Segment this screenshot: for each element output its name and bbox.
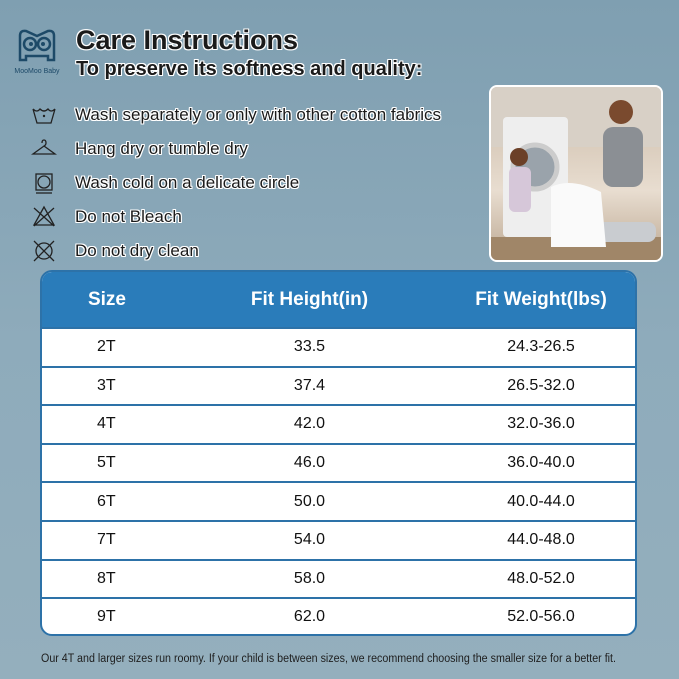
cell-weight: 44.0-48.0: [507, 531, 575, 549]
owl-logo-icon: [18, 29, 56, 62]
cell-size: 8T: [97, 569, 116, 587]
header-height: Fit Height(in): [250, 288, 369, 310]
care-item: Wash cold on a delicate circle: [30, 171, 299, 195]
cell-weight: 40.0-44.0: [507, 492, 575, 510]
table-header: Size Fit Height(in) Fit Weight(lbs): [42, 272, 635, 327]
no-bleach-icon: [32, 205, 56, 227]
care-item: Hang dry or tumble dry: [30, 137, 248, 161]
table-row: 5T 46.0 36.0-40.0: [42, 442, 635, 482]
cell-weight: 26.5-32.0: [507, 376, 575, 394]
table-row: 3T 37.4 26.5-32.0: [42, 365, 635, 405]
care-text: Do not dry clean: [75, 241, 199, 260]
table-row: 8T 58.0 48.0-52.0: [42, 558, 635, 598]
brand-logo: MooMoo Baby: [8, 28, 66, 75]
table-row: 7T 54.0 44.0-48.0: [42, 519, 635, 559]
cell-size: 2T: [97, 338, 116, 356]
table-row: 9T 62.0 52.0-56.0: [42, 597, 635, 634]
tumble-dry-icon: [35, 173, 53, 194]
mother-child-laundry-image: [491, 87, 661, 260]
cell-height: 62.0: [293, 608, 326, 626]
cell-height: 33.5: [293, 338, 326, 356]
cell-weight: 36.0-40.0: [507, 454, 575, 472]
table-row: 2T 33.5 24.3-26.5: [42, 327, 635, 366]
header-weight: Fit Weight(lbs): [475, 288, 607, 310]
page-title: Care Instructions: [76, 25, 299, 55]
cell-weight: 32.0-36.0: [507, 415, 575, 433]
cell-size: 5T: [97, 454, 116, 472]
care-text: Do not Bleach: [75, 207, 182, 226]
header-size: Size: [87, 288, 127, 310]
cell-weight: 48.0-52.0: [507, 569, 575, 587]
care-text: Wash cold on a delicate circle: [75, 173, 300, 192]
cell-height: 50.0: [293, 492, 326, 510]
cell-size: 6T: [97, 492, 116, 510]
care-item: Do not dry clean: [30, 239, 199, 263]
cell-height: 42.0: [293, 415, 326, 433]
cell-weight: 24.3-26.5: [507, 338, 575, 356]
no-dry-clean-icon: [33, 240, 55, 262]
brand-name: MooMoo Baby: [14, 68, 60, 75]
page-subtitle: To preserve its softness and quality:: [76, 58, 423, 80]
cell-weight: 52.0-56.0: [507, 608, 575, 626]
cell-height: 58.0: [293, 569, 326, 587]
cell-size: 7T: [97, 531, 116, 549]
cell-size: 9T: [97, 608, 116, 626]
cell-size: 4T: [97, 415, 116, 433]
care-item: Do not Bleach: [30, 205, 182, 229]
sizing-note: Our 4T and larger sizes run roomy. If yo…: [41, 653, 617, 665]
care-item: Wash separately or only with other cotto…: [30, 103, 441, 127]
cell-size: 3T: [97, 376, 116, 394]
cell-height: 54.0: [293, 531, 326, 549]
care-text: Wash separately or only with other cotto…: [75, 105, 441, 124]
table-row: 6T 50.0 40.0-44.0: [42, 481, 635, 520]
size-chart-table: Size Fit Height(in) Fit Weight(lbs) 2T 33…: [40, 270, 637, 636]
cell-height: 46.0: [293, 454, 326, 472]
cell-height: 37.4: [293, 376, 326, 394]
care-text: Hang dry or tumble dry: [75, 139, 248, 158]
hanger-icon: [31, 139, 57, 155]
table-row: 4T 42.0 32.0-36.0: [42, 404, 635, 443]
laundry-photo: [489, 85, 663, 262]
wash-tub-icon: [32, 108, 56, 124]
